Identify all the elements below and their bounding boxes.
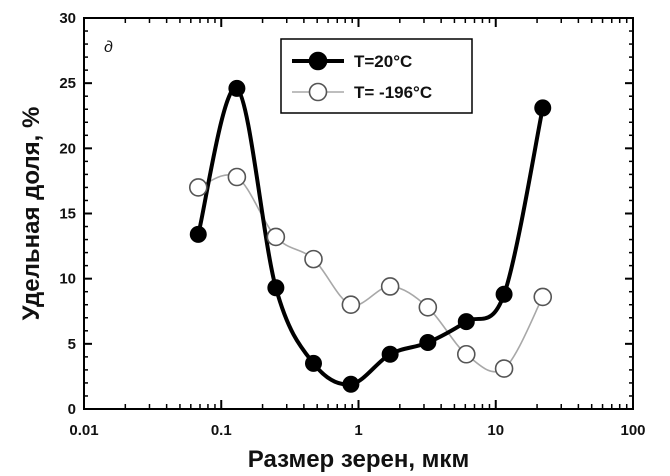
chart-markers (188, 79, 553, 393)
data-point-20c (189, 225, 207, 243)
data-point-minus196c (341, 295, 361, 315)
data-point-minus196c (188, 178, 208, 197)
x-axis-title: Размер зерен, мкм (248, 446, 469, 473)
data-point-20c (534, 99, 552, 117)
legend-box (280, 38, 473, 114)
data-point-minus196c (227, 167, 247, 187)
legend-marker (308, 51, 328, 71)
data-point-minus196c (266, 227, 286, 247)
x-tick-label: 100 (620, 422, 645, 439)
x-tick-label: 0.01 (69, 422, 98, 439)
x-tick-label: 10 (487, 422, 504, 439)
legend-label: T=20°C (354, 52, 412, 71)
y-tick-label: 15 (59, 206, 76, 223)
y-tick-label: 20 (59, 140, 76, 157)
data-point-20c (228, 79, 246, 97)
data-point-minus196c (304, 249, 323, 269)
data-point-minus196c (456, 344, 476, 364)
y-axis-ticks: 0 5 10 15 20 25 30 (59, 10, 633, 418)
series-line-20c (196, 86, 545, 387)
data-point-minus196c (494, 359, 514, 378)
data-point-20c (342, 375, 360, 393)
x-tick-label: 0.1 (211, 422, 232, 439)
legend-marker (308, 82, 328, 102)
data-point-20c (419, 334, 437, 352)
x-axis-ticks: 0.01 0.1 1 10 100 (69, 18, 646, 439)
data-point-20c (304, 354, 322, 372)
x-tick-label: 1 (354, 422, 362, 439)
data-point-20c (381, 345, 399, 363)
series-line-minus196c (197, 174, 544, 373)
y-tick-label: 0 (68, 401, 76, 418)
data-point-minus196c (533, 287, 553, 307)
y-tick-label: 25 (59, 75, 76, 92)
y-axis-title: Удельная доля, % (18, 107, 45, 321)
data-point-20c (457, 313, 475, 331)
legend: T=20°C T= -196°C (280, 38, 473, 114)
panel-label: д (104, 39, 113, 56)
data-point-20c (495, 285, 513, 303)
data-point-minus196c (418, 298, 438, 317)
data-point-minus196c (380, 277, 400, 296)
y-tick-label: 5 (68, 336, 76, 353)
data-point-20c (267, 279, 285, 297)
y-tick-label: 30 (59, 10, 76, 27)
chart-curves (196, 86, 545, 387)
legend-label: T= -196°C (354, 83, 432, 102)
y-tick-label: 10 (59, 271, 76, 288)
